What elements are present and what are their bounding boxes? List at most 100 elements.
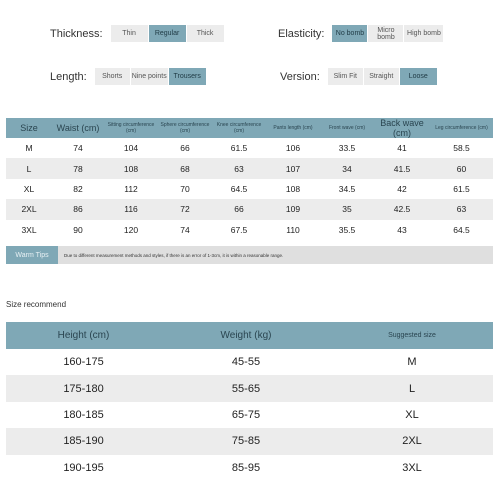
table-cell: 55-65 [161, 375, 331, 402]
table-cell: 108 [104, 158, 158, 179]
header-knee-circumference: Knee circumference (cm) [212, 118, 266, 138]
warm-tips-bar: Warm Tips Due to different measurement m… [6, 246, 493, 264]
table-cell: 109 [266, 199, 320, 220]
length-label: Length: [50, 70, 87, 83]
size-chart-table: Size Waist (cm) Sitting circumference (c… [6, 118, 493, 240]
table-cell: 45-55 [231, 356, 261, 369]
table-cell: 106 [285, 143, 301, 154]
table-cell: 160-175 [63, 356, 104, 369]
thickness-option-thin[interactable]: Thin [110, 25, 149, 42]
table-row: 190-195 85-95 3XL [6, 455, 493, 481]
elasticity-group: Elasticity: No bomb Micro bomb High bomb [278, 25, 445, 42]
table-cell: 185-190 [6, 428, 161, 455]
table-cell: 64.5 [453, 224, 470, 235]
version-option-slim-fit[interactable]: Slim Fit [327, 68, 364, 85]
table-cell: 85-95 [231, 461, 261, 474]
table-cell: 42 [397, 183, 407, 194]
table-cell: 75-85 [161, 428, 331, 455]
header-front-wave: Front wave (cm) [320, 118, 374, 138]
table-cell: 42.5 [374, 199, 430, 220]
thickness-option-thick[interactable]: Thick [186, 25, 225, 42]
header-leg-circumference: Leg circumference (cm) [430, 118, 493, 138]
length-option-nine-points[interactable]: Nine points [130, 68, 169, 85]
version-option-straight[interactable]: Straight [363, 68, 400, 85]
header-size: Size [6, 118, 52, 138]
thickness-option-regular[interactable]: Regular [148, 25, 187, 42]
table-cell: 35 [320, 199, 374, 220]
table-cell: L [6, 158, 52, 179]
table-cell: 74 [180, 224, 190, 235]
table-cell: 63 [430, 199, 493, 220]
table-cell: 60 [430, 158, 493, 179]
size-recommend-title: Size recommend [6, 300, 67, 309]
elasticity-option-high-bomb[interactable]: High bomb [404, 25, 445, 42]
table-cell: 72 [158, 199, 212, 220]
table-cell: M [407, 356, 417, 369]
table-cell: 61.5 [453, 183, 470, 194]
table-cell: 41 [397, 143, 407, 154]
thickness-label: Thickness: [50, 27, 103, 40]
warm-tips-label: Warm Tips [6, 246, 58, 264]
elasticity-option-micro-bomb[interactable]: Micro bomb [368, 25, 405, 42]
table-cell: 64.5 [230, 183, 248, 194]
table-row: 175-180 55-65 L [6, 375, 493, 402]
thickness-options: Thin Regular Thick [110, 25, 225, 42]
version-option-loose[interactable]: Loose [399, 68, 438, 85]
table-cell: 35.5 [338, 224, 356, 235]
table-cell: 2XL [6, 199, 52, 220]
table-cell: 116 [104, 199, 158, 220]
table-cell: 61.5 [230, 143, 248, 154]
elasticity-options: No bomb Micro bomb High bomb [332, 25, 445, 42]
table-row: XL 82 112 70 64.5 108 34.5 42 61.5 [6, 179, 493, 199]
table-row: 185-190 75-85 2XL [6, 428, 493, 455]
table-cell: 65-75 [231, 408, 261, 421]
table-cell: 120 [123, 224, 139, 235]
table-cell: 175-180 [6, 375, 161, 402]
elasticity-option-no-bomb[interactable]: No bomb [332, 25, 369, 42]
table-cell: 33.5 [338, 143, 356, 154]
table-cell: 74 [73, 143, 83, 154]
length-option-shorts[interactable]: Shorts [94, 68, 131, 85]
table-row: M 74 104 66 61.5 106 33.5 41 58.5 [6, 138, 493, 158]
header-suggested-size: Suggested size [331, 322, 493, 349]
table-cell: 63 [212, 158, 266, 179]
table-cell: 2XL [331, 428, 493, 455]
size-chart-header-row: Size Waist (cm) Sitting circumference (c… [6, 118, 493, 138]
warm-tips-text: Due to different measurement methods and… [64, 252, 284, 258]
table-cell: L [331, 375, 493, 402]
header-sitting-circumference: Sitting circumference (cm) [104, 118, 158, 138]
table-row: 160-175 45-55 M [6, 349, 493, 375]
table-cell: 66 [212, 199, 266, 220]
thickness-group: Thickness: Thin Regular Thick [50, 25, 225, 42]
recommend-header-row: Height (cm) Weight (kg) Suggested size [6, 322, 493, 349]
table-cell: XL [23, 183, 35, 194]
table-cell: 108 [285, 183, 301, 194]
table-cell: 180-185 [63, 408, 104, 421]
table-cell: 90 [73, 224, 83, 235]
table-cell: 34 [320, 158, 374, 179]
table-cell: 112 [124, 183, 138, 194]
header-height: Height (cm) [6, 322, 161, 349]
table-cell: 58.5 [453, 143, 470, 154]
table-row: 2XL 86 116 72 66 109 35 42.5 63 [6, 199, 493, 220]
table-cell: 82 [73, 183, 83, 194]
table-cell: 107 [266, 158, 320, 179]
elasticity-label: Elasticity: [278, 27, 325, 40]
header-waist: Waist (cm) [52, 118, 104, 138]
header-back-wave: Back wave (cm) [374, 118, 430, 138]
length-options: Shorts Nine points Trousers [94, 68, 207, 85]
version-options: Slim Fit Straight Loose [327, 68, 438, 85]
table-cell: 78 [52, 158, 104, 179]
table-cell: 70 [180, 183, 190, 194]
table-cell: 3XL [402, 461, 422, 474]
table-cell: 43 [397, 224, 407, 235]
table-cell: XL [405, 408, 419, 421]
header-weight: Weight (kg) [161, 322, 331, 349]
length-option-trousers[interactable]: Trousers [168, 68, 207, 85]
table-cell: 67.5 [230, 224, 248, 235]
table-cell: 3XL [21, 224, 37, 235]
version-group: Version: Slim Fit Straight Loose [280, 68, 438, 85]
table-cell: M [25, 143, 33, 154]
table-cell: 68 [158, 158, 212, 179]
table-cell: 110 [286, 224, 300, 235]
